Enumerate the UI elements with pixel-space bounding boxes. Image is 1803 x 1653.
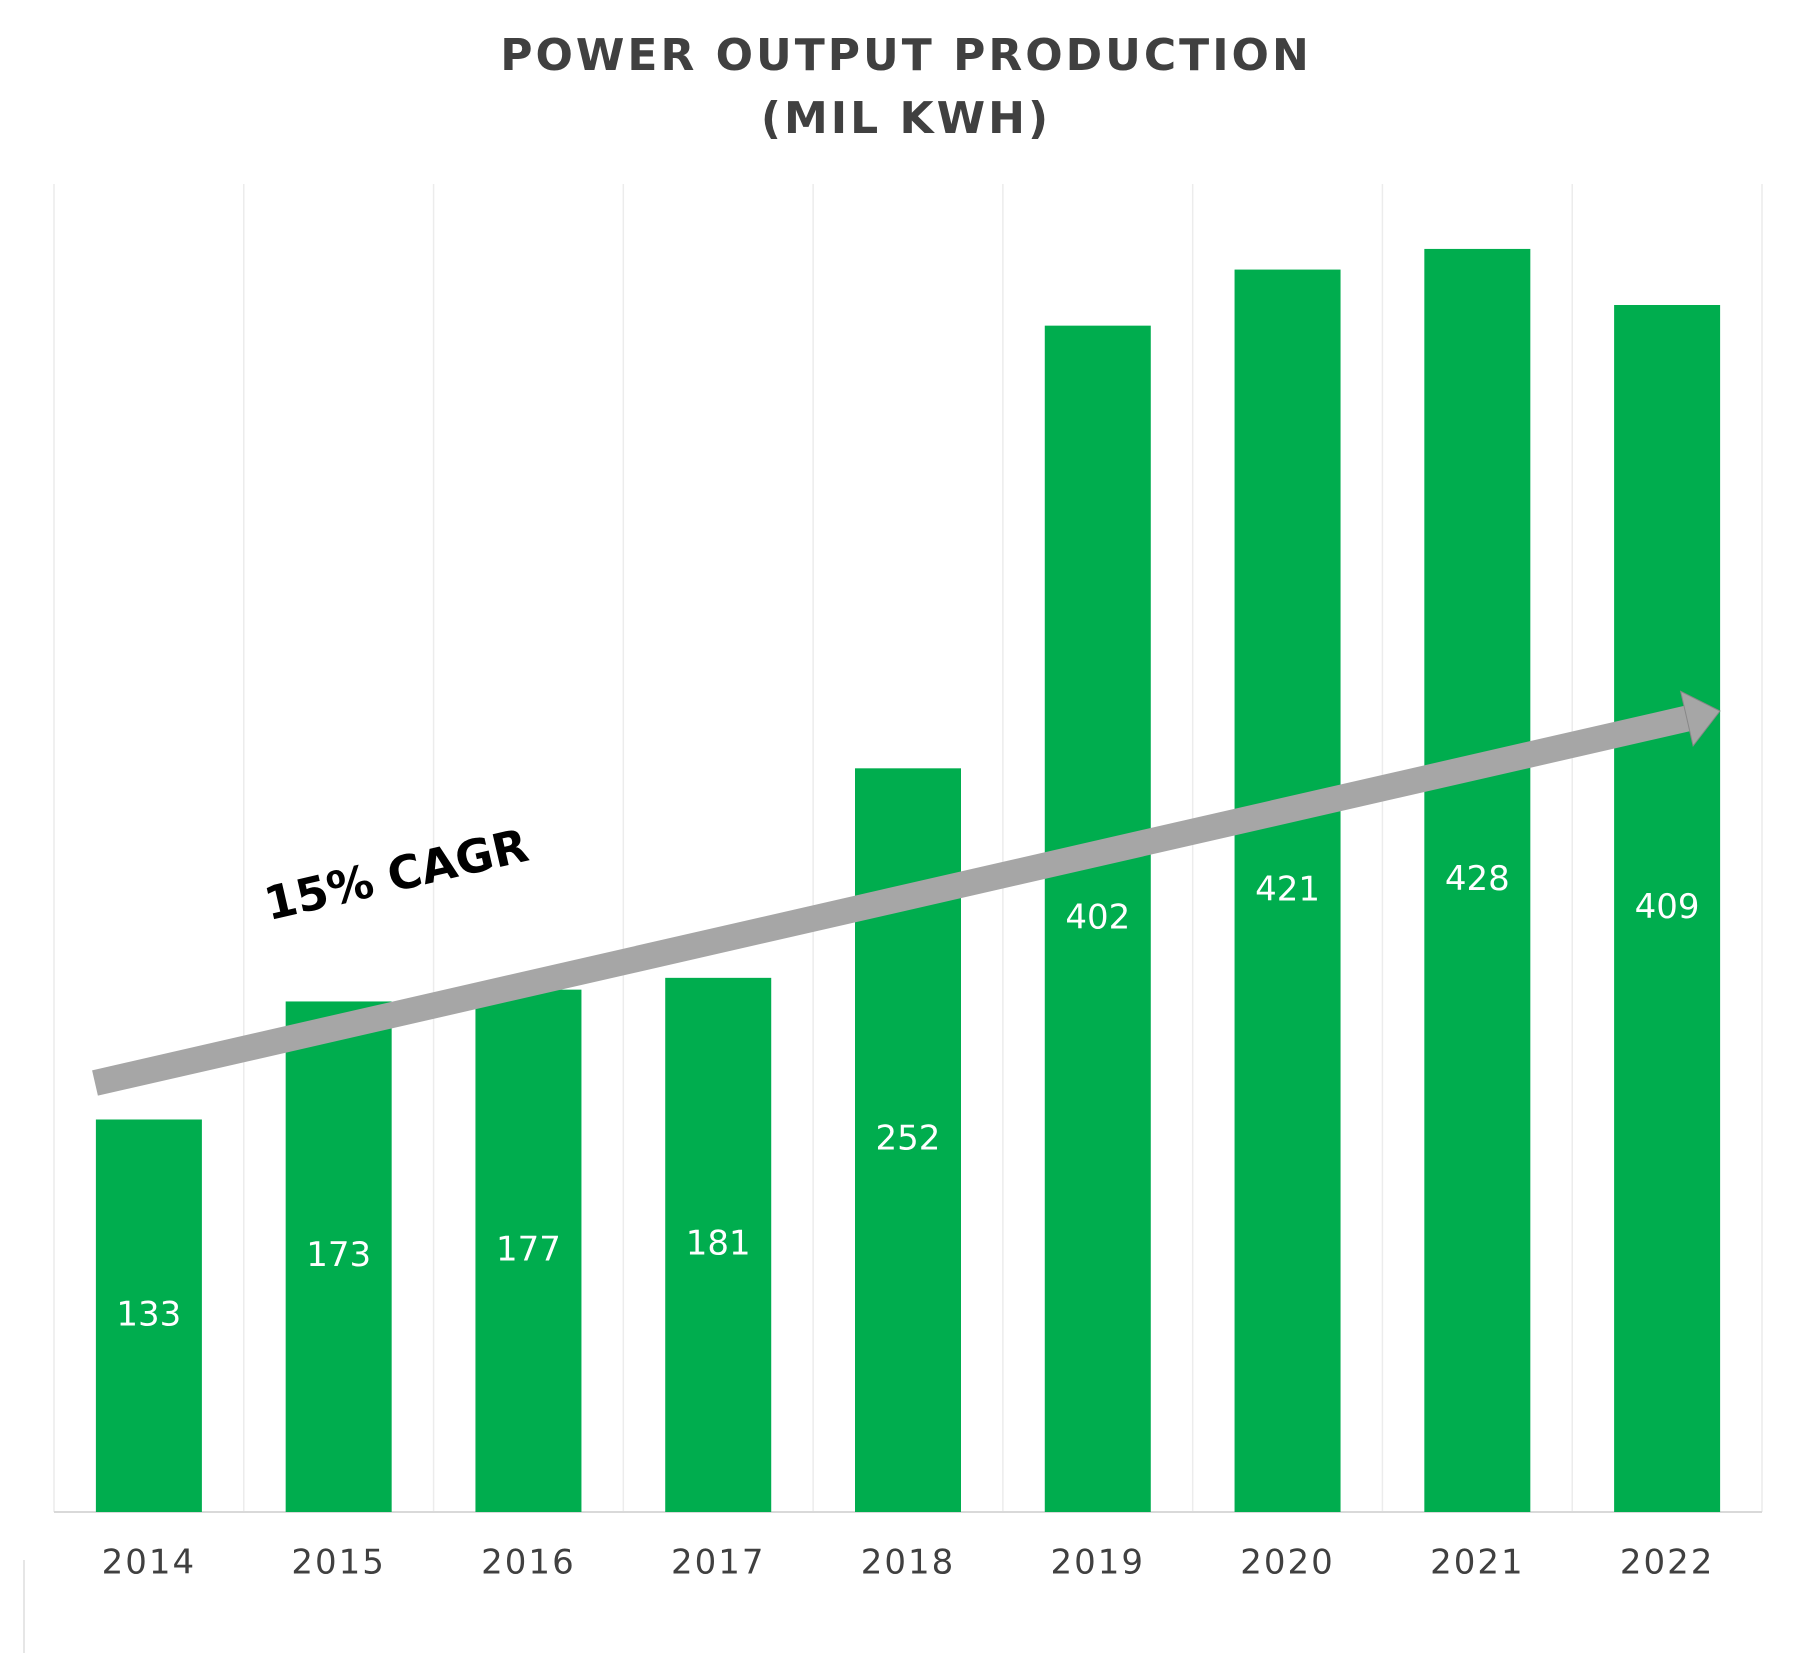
bar bbox=[665, 977, 772, 1512]
bar bbox=[475, 989, 582, 1512]
bar bbox=[1614, 304, 1721, 1512]
x-tick-label: 2021 bbox=[1430, 1543, 1525, 1583]
value-label: 428 bbox=[1445, 859, 1510, 899]
value-label: 409 bbox=[1635, 887, 1700, 927]
x-tick-label: 2022 bbox=[1620, 1543, 1715, 1583]
x-tick-label: 2017 bbox=[671, 1543, 766, 1583]
x-tick-label: 2020 bbox=[1240, 1543, 1335, 1583]
value-label: 421 bbox=[1255, 869, 1320, 909]
value-label: 133 bbox=[116, 1294, 181, 1334]
x-tick-label: 2014 bbox=[102, 1543, 197, 1583]
x-tick-label: 2015 bbox=[291, 1543, 386, 1583]
chart-title: POWER OUTPUT PRODUCTION bbox=[500, 30, 1312, 81]
bar bbox=[1234, 269, 1341, 1512]
x-tick-label: 2016 bbox=[481, 1543, 576, 1583]
value-label: 173 bbox=[306, 1235, 371, 1275]
bar bbox=[1424, 248, 1531, 1512]
chart-subtitle: (MIL KWH) bbox=[761, 93, 1051, 144]
trend-arrow-head bbox=[1679, 690, 1721, 748]
value-label: 181 bbox=[686, 1223, 751, 1263]
trend-arrow-shaft bbox=[92, 705, 1690, 1096]
x-tick-label: 2019 bbox=[1051, 1543, 1146, 1583]
value-label: 402 bbox=[1065, 897, 1130, 937]
value-label: 252 bbox=[876, 1119, 941, 1159]
bar bbox=[285, 1001, 392, 1512]
x-tick-label: 2018 bbox=[861, 1543, 956, 1583]
bar bbox=[95, 1119, 202, 1512]
annotation: 15% CAGR bbox=[259, 818, 533, 931]
value-label: 177 bbox=[496, 1229, 561, 1269]
bar bbox=[1044, 325, 1151, 1512]
